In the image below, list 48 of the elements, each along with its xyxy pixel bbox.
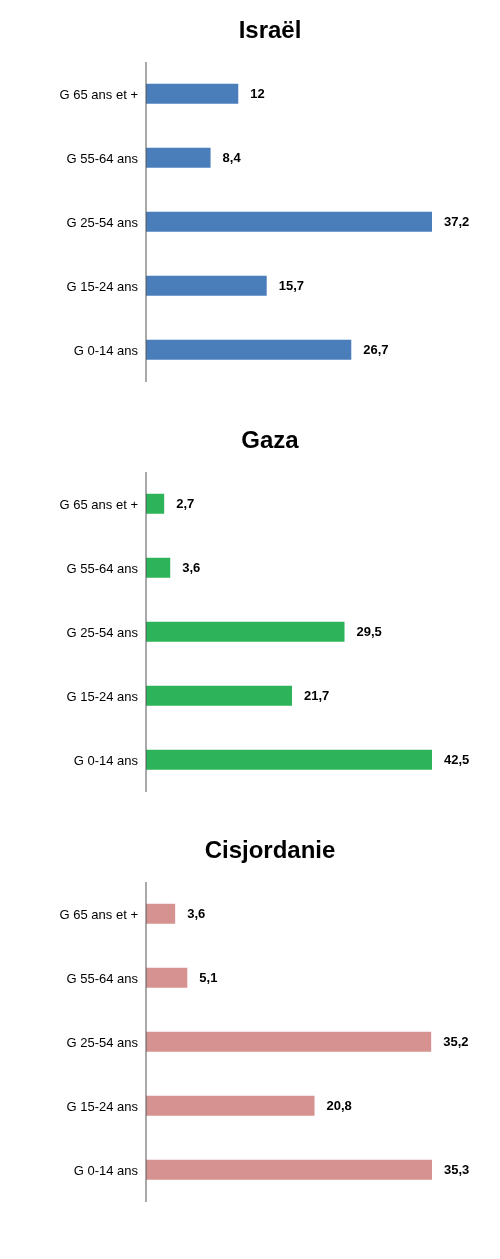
y-tick-label: G 15-24 ans (66, 278, 139, 294)
data-label: 35,3 (444, 1162, 470, 1178)
bar (146, 339, 352, 360)
bar (146, 903, 176, 924)
y-tick-label: G 55-64 ans (66, 150, 139, 166)
bar (146, 967, 188, 988)
bar (146, 685, 293, 706)
y-tick-label: G 25-54 ans (66, 624, 139, 640)
chart-title: Israël (237, 15, 303, 45)
data-label: 3,6 (182, 560, 201, 576)
y-tick-label: G 15-24 ans (66, 688, 139, 704)
data-label: 20,8 (326, 1098, 352, 1114)
data-label: 37,2 (444, 214, 470, 230)
bar (146, 1031, 432, 1052)
data-label: 12 (250, 86, 265, 102)
bar (146, 557, 171, 578)
y-tick-label: G 25-54 ans (66, 214, 139, 230)
y-tick-label: G 65 ans et + (59, 496, 138, 512)
y-tick-label: G 65 ans et + (59, 86, 138, 102)
y-tick-label: G 15-24 ans (66, 1098, 139, 1114)
y-tick-label: G 55-64 ans (66, 970, 139, 986)
data-label: 21,7 (304, 688, 330, 704)
data-label: 35,2 (443, 1034, 469, 1050)
bar (146, 1095, 315, 1116)
y-tick-label: G 0-14 ans (73, 342, 139, 358)
chart-title: Cisjordanie (203, 835, 337, 865)
bar (146, 275, 267, 296)
y-tick-label: G 0-14 ans (73, 752, 139, 768)
bar (146, 749, 432, 770)
bar (146, 1159, 432, 1180)
data-label: 3,6 (187, 906, 206, 922)
chart-title: Gaza (240, 425, 300, 455)
data-label: 8,4 (222, 150, 242, 166)
y-tick-label: G 65 ans et + (59, 906, 138, 922)
bar (146, 147, 211, 168)
bar (146, 493, 165, 514)
data-label: 5,1 (199, 970, 218, 986)
data-label: 26,7 (363, 342, 389, 358)
data-label: 2,7 (176, 496, 195, 512)
data-label: 42,5 (444, 752, 470, 768)
bar (146, 211, 432, 232)
bar (146, 83, 239, 104)
y-tick-label: G 0-14 ans (73, 1162, 139, 1178)
y-tick-label: G 25-54 ans (66, 1034, 139, 1050)
y-tick-label: G 55-64 ans (66, 560, 139, 576)
bar (146, 621, 345, 642)
data-label: 15,7 (278, 278, 305, 294)
data-label: 29,5 (356, 624, 382, 640)
